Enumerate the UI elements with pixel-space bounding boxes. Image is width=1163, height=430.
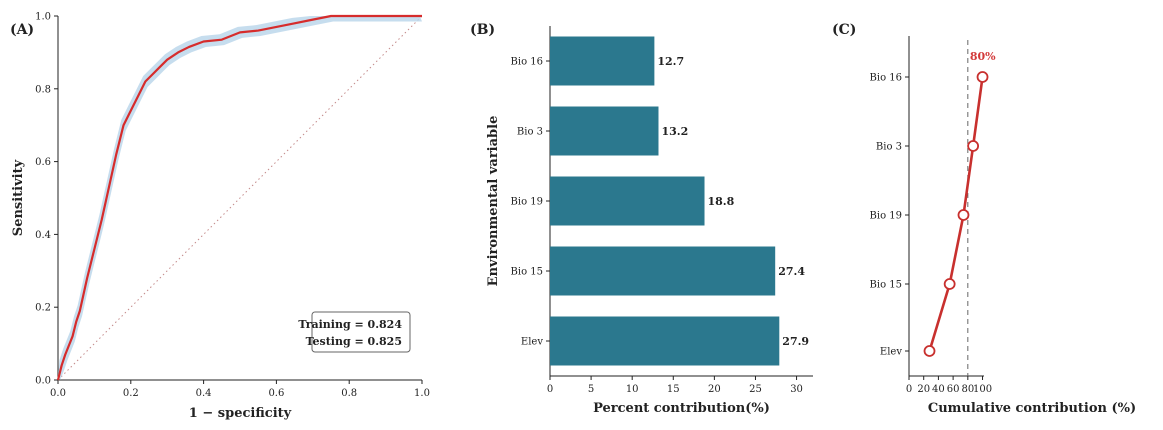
x-tick-label: 30	[790, 384, 803, 395]
x-tick-label: 80	[961, 384, 974, 395]
panel-c-marks	[923, 40, 989, 376]
bar-value-label: 27.9	[782, 335, 809, 348]
cumulative-point	[976, 71, 989, 83]
bar	[550, 246, 776, 296]
x-tick-label: 100	[973, 384, 992, 395]
x-tick-label: 20	[708, 384, 721, 395]
panel-label-c: (C)	[832, 22, 856, 38]
cumulative-point	[943, 278, 956, 290]
y-tick-label: Bio 3	[876, 142, 902, 153]
y-tick-label: Elev	[521, 337, 543, 348]
panel-b-x-axis-title: Percent contribution(%)	[593, 401, 770, 416]
x-tick-label: 0	[906, 384, 912, 395]
x-tick-label: 0.8	[341, 388, 357, 399]
x-tick-label: 10	[626, 384, 639, 395]
panel-b-bar-chart: (B) 0 5 10 15 20 25 30 Bio 16 Bio 3 Bio 19 Bio 15 E…	[470, 22, 813, 416]
panel-a-roc-chart: (A) 0.0 0.2 0.4 0.6 0.8 1.0 0.0 0.2 0.4 0.6 0.8 1.0…	[10, 12, 430, 422]
panel-a-legend: Training = 0.824 Testing = 0.825	[298, 311, 411, 353]
y-tick-label: 1.0	[35, 12, 51, 23]
panel-a-x-axis-title: 1 − specificity	[189, 406, 292, 421]
y-tick-label: 0.0	[35, 376, 51, 387]
legend-box	[311, 311, 411, 353]
roc-curve-line	[56, 14, 422, 381]
x-tick-label: 20	[917, 384, 930, 395]
legend-training: Training = 0.824	[298, 318, 402, 331]
cumulative-point	[957, 209, 970, 221]
y-tick-label: Bio 3	[517, 127, 543, 138]
x-tick-label: 0.4	[196, 388, 212, 399]
x-tick-label: 60	[947, 384, 960, 395]
y-tick-label: Bio 19	[511, 197, 543, 208]
x-tick-label: 15	[667, 384, 680, 395]
bar-value-label: 18.8	[708, 195, 735, 208]
x-tick-label: 0.6	[268, 388, 284, 399]
x-tick-label: 40	[932, 384, 945, 395]
y-tick-label: Elev	[880, 347, 902, 358]
bar	[550, 106, 659, 156]
y-tick-label: 0.6	[35, 157, 51, 168]
y-tick-label: Bio 16	[870, 73, 902, 84]
y-tick-label: Bio 15	[870, 280, 902, 291]
x-tick-label: 0.0	[50, 388, 66, 399]
bar	[550, 176, 705, 226]
panel-b-y-axis-title: Environmental variable	[486, 116, 501, 287]
threshold-label: 80%	[970, 50, 996, 63]
legend-testing: Testing = 0.825	[306, 335, 402, 348]
bar-value-label: 12.7	[657, 55, 684, 68]
panel-label-a: (A)	[10, 22, 34, 38]
x-tick-label: 1.0	[414, 388, 430, 399]
panel-b-marks: 12.7 13.2 18.8 27.4 27.9	[550, 36, 809, 366]
bar	[550, 36, 655, 86]
cumulative-point	[967, 140, 980, 152]
panel-a-y-axis-title: Sensitivity	[11, 159, 26, 236]
panel-a-marks	[56, 14, 423, 381]
x-tick-label: 0	[547, 384, 553, 395]
bar	[550, 316, 780, 366]
y-tick-label: Bio 16	[511, 57, 543, 68]
bar-value-label: 13.2	[661, 125, 688, 138]
y-tick-label: 0.2	[35, 303, 51, 314]
x-tick-label: 25	[749, 384, 762, 395]
y-tick-label: Bio 19	[870, 211, 902, 222]
panel-label-b: (B)	[470, 22, 495, 38]
cumulative-line	[928, 76, 984, 352]
diagonal-reference-line	[57, 15, 423, 381]
y-tick-label: 0.8	[35, 84, 51, 95]
bar-value-label: 27.4	[778, 265, 805, 278]
y-tick-label: 0.4	[35, 230, 51, 241]
panel-c-x-axis-title: Cumulative contribution (%)	[928, 401, 1136, 416]
y-tick-label: Bio 15	[511, 267, 543, 278]
panel-a-axes: 0.0 0.2 0.4 0.6 0.8 1.0 0.0 0.2 0.4 0.6 0.8 1.0	[35, 12, 430, 400]
x-tick-label: 5	[588, 384, 594, 395]
x-tick-label: 0.2	[123, 388, 139, 399]
cumulative-point	[923, 345, 936, 357]
